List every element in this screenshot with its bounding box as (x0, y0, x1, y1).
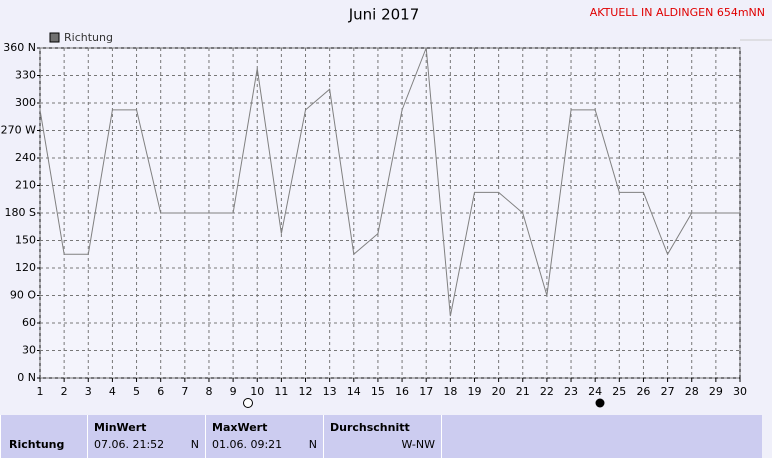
x-tick-label: 15 (371, 385, 385, 398)
date: 07.06. 21:52 (94, 438, 165, 451)
y-tick-label: 180 S (5, 206, 36, 219)
x-tick-label: 1 (37, 385, 44, 398)
series-line (39, 47, 740, 317)
x-tick-label: 14 (347, 385, 361, 398)
x-tick-label: 11 (274, 385, 288, 398)
dir: N (308, 438, 317, 451)
y-tick-label: 150 (15, 234, 36, 247)
dir: N (190, 438, 199, 451)
moon-icon (595, 398, 605, 408)
x-tick-label: 6 (157, 385, 164, 398)
y-tick-label: 300 (15, 96, 36, 109)
x-tick-label: 8 (205, 385, 212, 398)
max-cell: MaxWert 01.06. 09:21 N (205, 415, 323, 458)
dir: W-NW (401, 438, 435, 451)
y-tick-label: 120 (15, 261, 36, 274)
y-tick-label: 360 N (3, 41, 36, 54)
x-tick-label: 5 (133, 385, 140, 398)
y-tick-label: 330 (15, 69, 36, 82)
x-tick-label: 17 (419, 385, 433, 398)
y-tick-label: 90 O (10, 289, 36, 302)
x-tick-label: 28 (685, 385, 699, 398)
x-tick-label: 12 (299, 385, 313, 398)
col-title: MaxWert (212, 421, 268, 434)
x-tick-label: 25 (612, 385, 626, 398)
date: 01.06. 09:21 (212, 438, 283, 451)
x-tick-label: 19 (467, 385, 481, 398)
x-tick-label: 21 (516, 385, 530, 398)
x-tick-label: 22 (540, 385, 554, 398)
legend-swatch (49, 32, 60, 43)
moon-icon (243, 398, 253, 408)
x-tick-label: 16 (395, 385, 409, 398)
min-cell: MinWert 07.06. 21:52 N (87, 415, 205, 458)
y-tick-label: 240 (15, 151, 36, 164)
x-tick-label: 13 (323, 385, 337, 398)
chart: Juni 2017 AKTUELL IN ALDINGEN 654mNN Ric… (1, 6, 772, 408)
x-tick-label: 20 (492, 385, 506, 398)
y-tick-label: 0 N (17, 371, 36, 384)
y-tick-label: 270 W (1, 124, 36, 137)
col-title: Durchschnitt (330, 421, 410, 434)
y-tick-label: 60 (22, 316, 36, 329)
chart-title: Juni 2017 (348, 6, 420, 24)
x-tick-label: 3 (85, 385, 92, 398)
x-tick-label: 27 (661, 385, 675, 398)
x-tick-label: 7 (181, 385, 188, 398)
x-tick-label: 2 (61, 385, 68, 398)
x-tick-label: 24 (588, 385, 602, 398)
x-tick-label: 26 (636, 385, 650, 398)
empty-cell (441, 415, 762, 458)
row-label: Richtung (9, 438, 65, 451)
row-cell: Richtung (0, 415, 87, 458)
avg-cell: Durchschnitt W-NW (323, 415, 441, 458)
col-title: MinWert (94, 421, 147, 434)
legend-label: Richtung (64, 31, 113, 44)
annotation: AKTUELL IN ALDINGEN 654mNN (590, 6, 765, 19)
x-tick-label: 9 (230, 385, 237, 398)
x-tick-label: 18 (443, 385, 457, 398)
x-tick-label: 29 (709, 385, 723, 398)
x-tick-label: 4 (109, 385, 116, 398)
x-tick-label: 30 (733, 385, 747, 398)
x-tick-label: 10 (250, 385, 264, 398)
y-tick-label: 210 (15, 179, 36, 192)
y-tick-label: 30 (22, 344, 36, 357)
x-tick-label: 23 (564, 385, 578, 398)
